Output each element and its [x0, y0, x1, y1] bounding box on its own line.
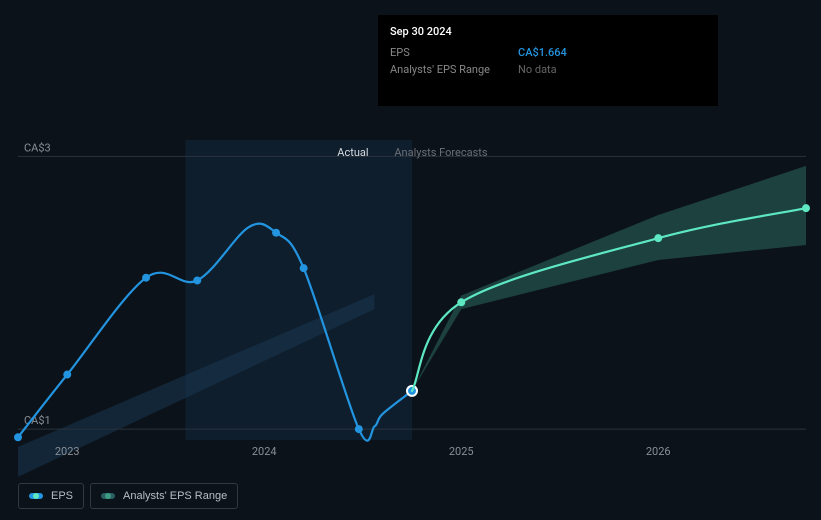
eps-marker	[14, 433, 22, 441]
x-tick-label: 2024	[252, 445, 277, 458]
eps-marker	[193, 276, 201, 284]
eps-forecast-marker	[802, 204, 810, 212]
eps-marker	[272, 229, 280, 237]
x-tick-label: 2026	[646, 445, 671, 458]
eps-forecast-marker	[654, 234, 662, 242]
x-tick-label: 2023	[55, 445, 80, 458]
eps-chart: CA$1CA$32023202420252026ActualAnalysts F…	[0, 0, 821, 520]
legend: EPS Analysts' EPS Range	[18, 483, 238, 509]
forecast-label: Analysts Forecasts	[394, 146, 488, 159]
eps-marker	[300, 264, 308, 272]
legend-swatch-icon	[29, 493, 43, 499]
legend-item-eps[interactable]: EPS	[18, 483, 84, 509]
x-tick-label: 2025	[449, 445, 474, 458]
y-tick-label: CA$3	[24, 141, 51, 154]
legend-label: EPS	[51, 490, 73, 502]
forecast-range-area	[412, 166, 806, 391]
eps-marker	[142, 274, 150, 282]
legend-label: Analysts' EPS Range	[123, 490, 227, 502]
actual-region-band	[185, 140, 412, 440]
actual-label: Actual	[337, 146, 368, 159]
eps-forecast-marker	[457, 298, 465, 306]
legend-item-eps-range[interactable]: Analysts' EPS Range	[90, 483, 238, 509]
eps-marker	[355, 425, 363, 433]
eps-marker	[63, 371, 71, 379]
legend-swatch-icon	[101, 493, 115, 499]
